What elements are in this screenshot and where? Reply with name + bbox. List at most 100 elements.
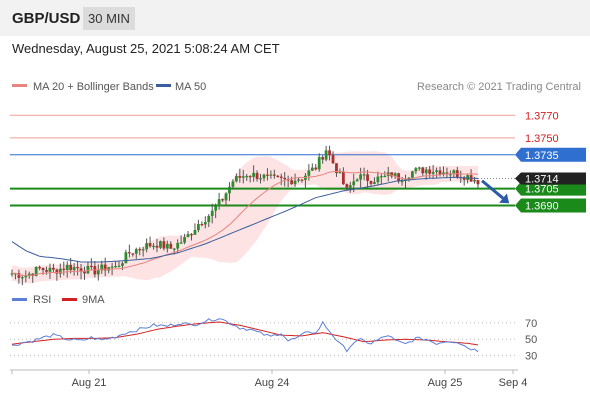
rsi-ma-legend-label: 9MA <box>82 294 105 306</box>
candle-body <box>424 169 428 174</box>
candle-body <box>148 243 152 247</box>
candle-body <box>248 176 252 178</box>
candle-body <box>348 185 352 188</box>
ma50-legend-swatch <box>156 84 171 87</box>
candle-body <box>200 224 204 226</box>
candle-body <box>407 177 411 179</box>
candle-body <box>462 177 466 180</box>
candle-body <box>283 177 287 180</box>
candle-body <box>41 267 45 271</box>
candle-body <box>310 167 314 171</box>
candle-body <box>103 264 107 271</box>
candle-body <box>141 249 145 251</box>
candle-body <box>207 215 211 223</box>
candle-body <box>124 252 128 264</box>
candle-body <box>79 268 83 272</box>
candle-body <box>134 249 138 254</box>
level-tag <box>515 198 586 213</box>
candle-body <box>152 245 155 248</box>
candle-body <box>145 243 149 250</box>
candle-body <box>121 263 124 266</box>
candle-body <box>276 175 280 177</box>
candle-body <box>252 172 256 177</box>
candle-body <box>345 184 349 188</box>
candle-body <box>138 249 142 251</box>
candle-body <box>421 167 425 174</box>
forecast-arrow <box>481 179 510 204</box>
level-lines <box>10 114 515 207</box>
candle-body <box>186 234 190 238</box>
candle-body <box>428 169 432 174</box>
candle-body <box>221 199 224 201</box>
candle-body <box>10 273 14 275</box>
rsi-tick-label: 30 <box>525 351 537 363</box>
timeframe-badge[interactable]: 30 MIN <box>83 7 135 30</box>
last-price-tag <box>515 172 586 185</box>
candle-body <box>369 180 373 184</box>
rsi-ma-line <box>11 321 479 346</box>
level-label: 1.3735 <box>525 150 559 162</box>
rsi-gridlines: 70 50 30 <box>10 318 537 363</box>
candle-body <box>176 242 180 249</box>
rsi-legend-swatch <box>12 298 27 301</box>
candle-body <box>107 267 111 271</box>
candle-body <box>193 230 197 235</box>
instrument-title: GBP/USD <box>12 10 81 27</box>
last-price-label: 1.3714 <box>525 173 559 185</box>
candle-body <box>362 174 366 176</box>
candle-body <box>383 175 387 178</box>
candle-body <box>231 181 235 187</box>
candle-body <box>165 243 169 249</box>
candle-body <box>89 265 93 268</box>
candle-body <box>476 180 480 185</box>
time-axis-ticks: Aug 21 Aug 24 Aug 25 Sep 4 <box>11 370 527 389</box>
candle-body <box>217 199 221 207</box>
candle-body <box>417 167 421 169</box>
candle-body <box>48 267 52 272</box>
candle-body <box>55 269 59 274</box>
candle-body <box>328 150 331 156</box>
candle-body <box>331 155 335 164</box>
level-label: 1.3690 <box>525 201 559 213</box>
ma20-legend-label: MA 20 + Bollinger Bands <box>33 81 154 93</box>
candle-body <box>414 168 418 172</box>
candle-body <box>335 163 338 174</box>
candle-body <box>411 171 414 178</box>
credit-label: Research © 2021 Trading Central <box>417 81 581 93</box>
candle-body <box>100 264 104 271</box>
candle-body <box>45 270 48 272</box>
rsi-panel: 70 50 30 <box>10 318 537 363</box>
candle-body <box>38 266 42 269</box>
level-labels: 1.3770 1.3750 1.3735 1.3705 1.3690 <box>515 110 586 213</box>
candle-body <box>390 172 394 177</box>
candle-body <box>214 206 218 211</box>
candle-body <box>266 174 269 176</box>
candle-body <box>452 170 456 175</box>
candle-body <box>210 210 214 216</box>
candle-body <box>96 270 100 275</box>
candle-body <box>52 267 55 270</box>
rsi-legend-label: RSI <box>33 294 51 306</box>
candle-body <box>76 267 79 269</box>
candle-body <box>17 273 21 278</box>
time-tick-label: Aug 25 <box>428 377 463 389</box>
candle-body <box>203 222 207 225</box>
time-tick-label: Aug 21 <box>72 377 107 389</box>
candle-body <box>34 266 38 276</box>
candle-body <box>297 179 300 181</box>
candle-body <box>24 276 28 278</box>
candle-body <box>114 266 117 268</box>
candle-body <box>373 182 376 184</box>
candle-body <box>255 172 259 179</box>
candle-body <box>376 176 380 183</box>
rsi-ma-legend-swatch <box>62 298 77 301</box>
candle-body <box>245 176 249 178</box>
ma50-line <box>11 176 479 263</box>
time-axis: Aug 21 Aug 24 Aug 25 Sep 4 <box>10 369 527 389</box>
candle-body <box>131 253 135 255</box>
candle-body <box>438 170 442 175</box>
candle-body <box>324 150 328 160</box>
candle-body <box>262 174 266 179</box>
